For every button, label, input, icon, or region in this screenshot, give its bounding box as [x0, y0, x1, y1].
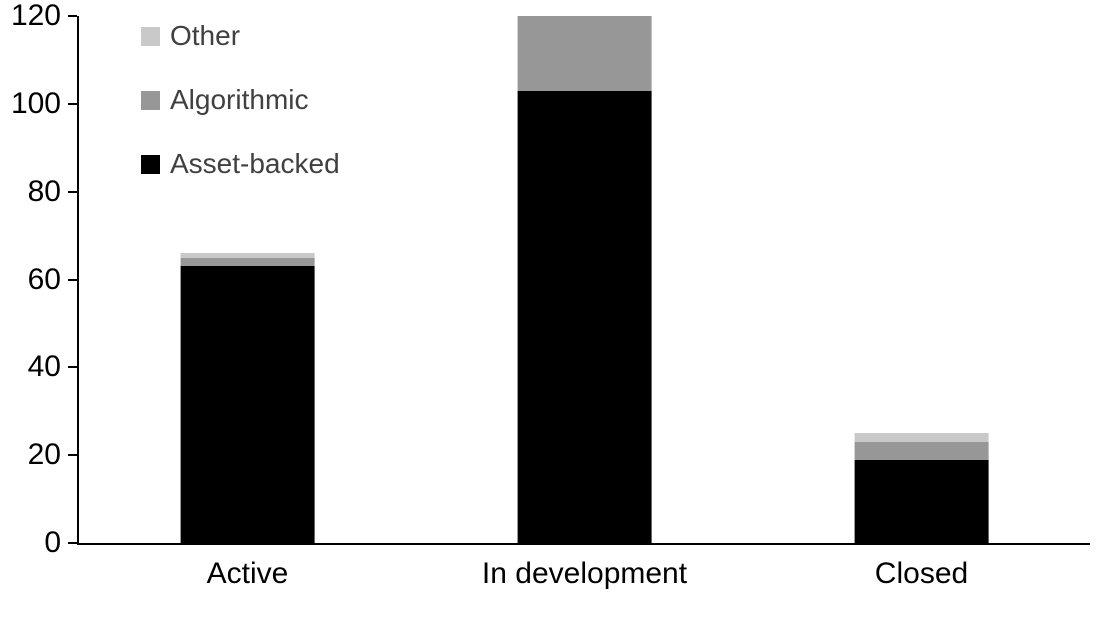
plot-area: Other Algorithmic Asset-backed 0 20 40 60 80 10…: [11, 1, 1090, 589]
legend: Other Algorithmic Asset-backed: [141, 22, 340, 178]
legend-item-asset-backed: Asset-backed: [141, 150, 340, 178]
bar-segment-algorithmic: [180, 257, 315, 267]
y-axis-tick: [68, 190, 77, 193]
y-axis-tick: [68, 102, 77, 105]
legend-item-other: Other: [141, 22, 340, 50]
y-axis-tick-label: 80: [27, 174, 61, 208]
y-axis-tick-label: 60: [27, 262, 61, 296]
bar-closed: [854, 16, 989, 543]
y-axis-tick: [68, 366, 77, 369]
bar-segment-algorithmic: [517, 16, 652, 91]
legend-label: Other: [170, 20, 241, 51]
y-axis-tick: [68, 454, 77, 457]
y-axis-tick-label: 20: [27, 438, 61, 472]
bar-active: [180, 16, 315, 543]
legend-label: Asset-backed: [170, 148, 340, 179]
legend-swatch-icon: [141, 26, 160, 46]
bar-segment-other: [180, 253, 315, 258]
bar-segment-asset-backed: [854, 459, 989, 543]
y-axis-tick-label: 100: [10, 86, 61, 120]
x-axis-category-label-closed: Closed: [874, 557, 969, 590]
legend-item-algorithmic: Algorithmic: [141, 86, 340, 114]
bar-segment-algorithmic: [854, 442, 989, 460]
legend-swatch-icon: [141, 90, 160, 110]
bar-segment-other: [854, 433, 989, 442]
legend-label: Algorithmic: [170, 84, 309, 115]
x-axis-category-label-in-development: In development: [481, 557, 688, 590]
bar-in-development: [517, 16, 652, 543]
bar-segment-asset-backed: [517, 90, 652, 543]
y-axis-tick: [68, 278, 77, 281]
y-axis-tick-label: 40: [27, 350, 61, 384]
y-axis-tick-label: 120: [10, 0, 61, 32]
legend-swatch-icon: [141, 154, 160, 174]
bar-segment-asset-backed: [180, 266, 315, 543]
y-axis-tick: [68, 542, 77, 544]
y-axis-tick: [68, 15, 77, 17]
y-axis-tick-label: 0: [44, 526, 61, 559]
x-axis-category-label-active: Active: [206, 557, 289, 590]
